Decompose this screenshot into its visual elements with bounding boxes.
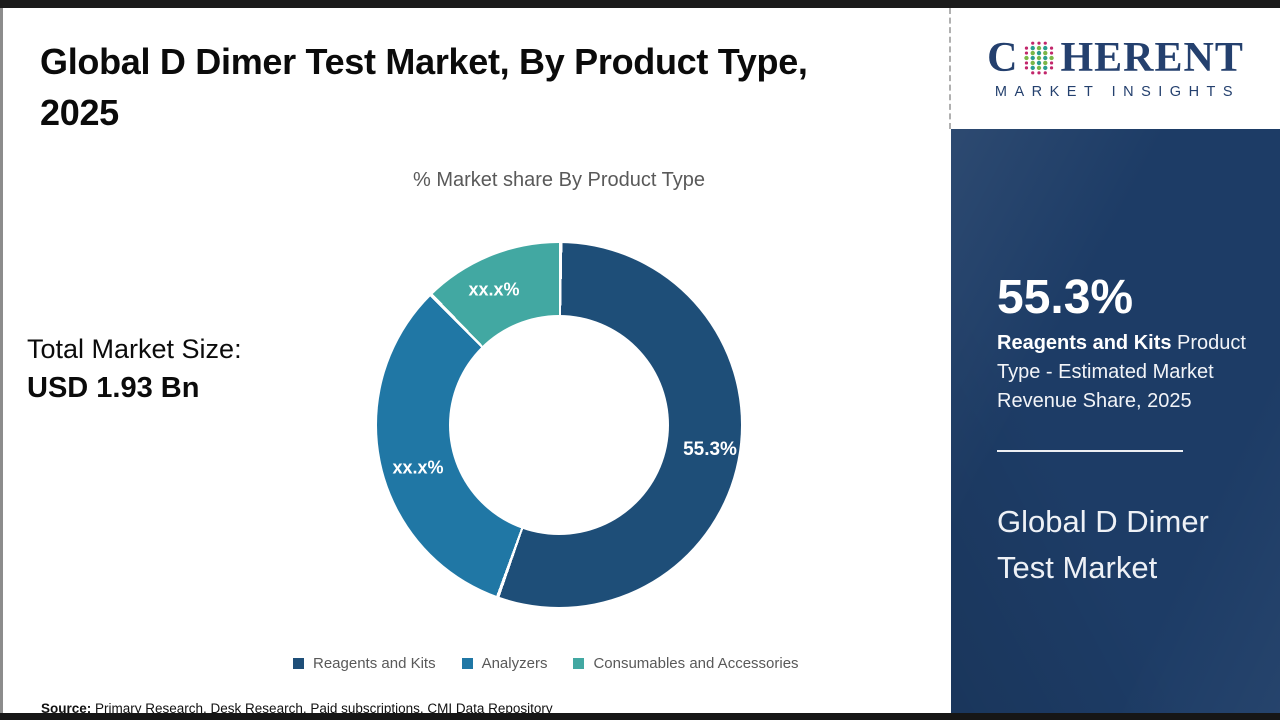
legend-label-reagents-and-kits: Reagents and Kits xyxy=(313,655,436,672)
source-line: Source: Primary Research, Desk Research,… xyxy=(41,701,553,716)
panel-market-name: Global D Dimer Test Market xyxy=(997,503,1209,585)
panel-stat-description: Reagents and Kits Product Type - Estimat… xyxy=(997,329,1267,416)
main-content-area: Global D Dimer Test Market, By Product T… xyxy=(3,8,949,716)
source-text: Primary Research, Desk Research, Paid su… xyxy=(91,701,553,716)
legend-item-consumables: Consumables and Accessories xyxy=(573,655,799,672)
bottom-border-bar xyxy=(0,713,1280,720)
page-title-line2: 2025 xyxy=(40,92,119,133)
slice-label-analyzers: xx.x% xyxy=(392,457,444,478)
coherent-logo: C HERENT MARKET INSIGHTS xyxy=(949,8,1280,129)
slice-label-consumables: xx.x% xyxy=(468,279,520,300)
top-border-bar xyxy=(0,0,1280,8)
chart-title: % Market share By Product Type xyxy=(413,169,705,191)
donut-chart: 55.3% xx.x% xx.x% xyxy=(377,243,741,607)
page-title: Global D Dimer Test Market, By Product T… xyxy=(40,36,808,138)
page-title-line1: Global D Dimer Test Market, By Product T… xyxy=(40,41,808,82)
chart-legend: Reagents and Kits Analyzers Consumables … xyxy=(293,655,799,672)
left-border-line xyxy=(0,8,3,713)
slice-label-reagents-and-kits: 55.3% xyxy=(683,439,737,460)
panel-divider-line xyxy=(997,449,1183,452)
globe-dots-icon xyxy=(1024,41,1055,75)
legend-item-analyzers: Analyzers xyxy=(461,655,548,672)
panel-stat-value: 55.3% xyxy=(997,271,1134,324)
source-label: Source: xyxy=(41,701,92,716)
total-market-size-block: Total Market Size: USD 1.93 Bn xyxy=(27,334,242,405)
legend-label-analyzers: Analyzers xyxy=(481,655,548,672)
panel-stat-desc-rest: Product Type - Estimated Market Revenue … xyxy=(997,331,1246,412)
total-market-size-label: Total Market Size: xyxy=(27,334,242,364)
donut-ring xyxy=(377,243,741,607)
legend-marker-consumables xyxy=(573,658,585,669)
brand-tagline: MARKET INSIGHTS xyxy=(994,84,1241,100)
coherent-brand-wordmark: C HERENT xyxy=(987,37,1244,79)
brand-letters-herent: HERENT xyxy=(1060,35,1244,81)
panel-stat-desc-bold: Reagents and Kits xyxy=(997,331,1172,354)
brand-letter-c: C xyxy=(987,35,1019,81)
total-market-size-value: USD 1.93 Bn xyxy=(27,372,200,404)
legend-label-consumables: Consumables and Accessories xyxy=(593,655,799,672)
legend-marker-analyzers xyxy=(461,658,473,669)
side-panel: 55.3% Reagents and Kits Product Type - E… xyxy=(951,129,1280,713)
legend-item-reagents-and-kits: Reagents and Kits xyxy=(293,655,436,672)
legend-marker-reagents-and-kits xyxy=(293,658,304,669)
